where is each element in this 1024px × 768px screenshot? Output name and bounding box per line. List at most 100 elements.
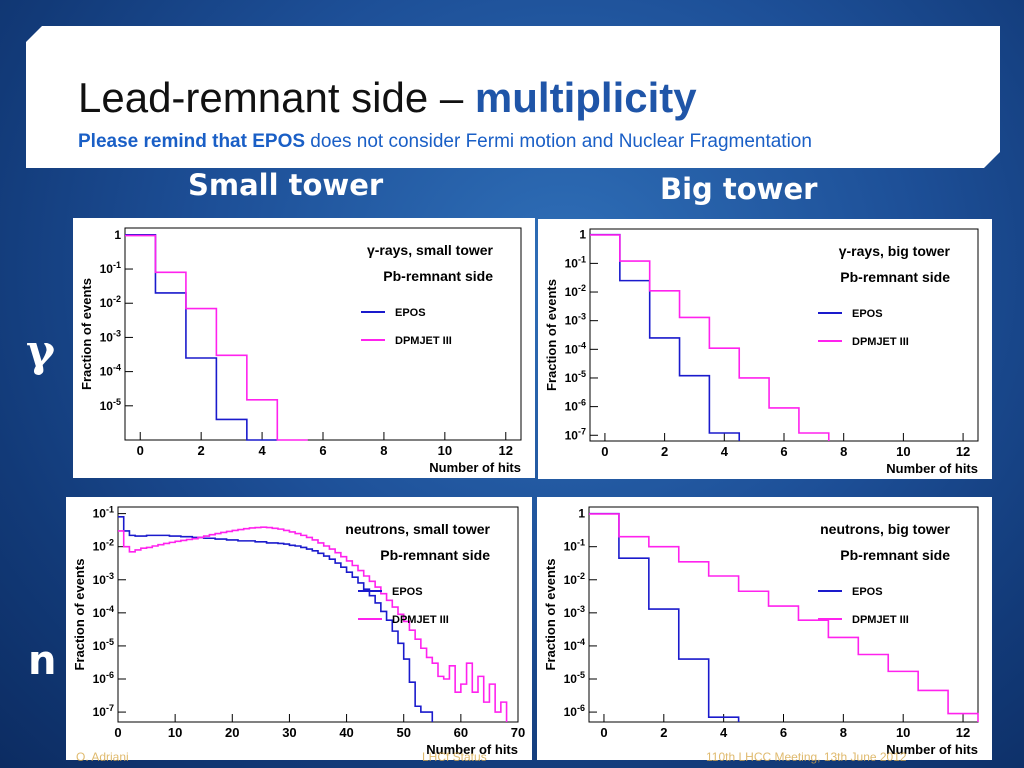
y-tick-label: 10-4 (100, 363, 121, 379)
x-tick-label: 40 (339, 725, 353, 740)
legend-entry: EPOS (852, 308, 883, 320)
x-tick-label: 12 (956, 444, 970, 459)
y-tick-label: 10-4 (93, 604, 114, 620)
x-tick-label: 2 (660, 725, 667, 740)
y-tick-label: 10-1 (100, 260, 121, 276)
x-tick-label: 20 (225, 725, 239, 740)
x-tick-label: 4 (721, 444, 729, 459)
x-tick-label: 2 (661, 444, 668, 459)
y-tick-label: 10-6 (565, 398, 586, 414)
title-accent: multiplicity (474, 74, 697, 121)
y-tick-label: 10-3 (100, 328, 121, 344)
y-tick-label: 10-2 (564, 571, 585, 587)
legend-entry: EPOS (852, 586, 883, 598)
x-tick-label: 0 (601, 444, 608, 459)
chart-panel-neutron-big: 0 2 4 6 8 10 12 1 10-1 10-2 10-3 10-4 10-5 10-6 Number… (537, 497, 992, 760)
chart-title: γ-rays, small tower (367, 242, 494, 258)
chart-panel-gamma-big: 0 2 4 6 8 10 12 1 10-1 10-2 10-3 10-4 10-5 10-6 10-7 Nu… (538, 219, 992, 479)
y-tick-label: 10-2 (93, 538, 114, 554)
series-line-epos (590, 233, 741, 441)
x-tick-label: 6 (319, 443, 326, 458)
series-line-epos (589, 512, 740, 722)
x-tick-label: 8 (840, 725, 847, 740)
chart-gamma-big-tower: 0 2 4 6 8 10 12 1 10-1 10-2 10-3 10-4 10-5 10-6 10-7 Nu… (544, 228, 979, 476)
footer-center: LHCf Status (422, 750, 487, 764)
series-line-dpmjet (125, 234, 308, 441)
x-tick-label: 12 (956, 725, 970, 740)
y-tick-label: 10-2 (565, 283, 586, 299)
y-axis-label: Fraction of events (544, 279, 559, 391)
x-axis-label: Number of hits (426, 742, 518, 757)
x-tick-label: 10 (896, 725, 910, 740)
y-axis-label: Fraction of events (72, 559, 87, 671)
column-heading-big-tower: Big tower (660, 172, 818, 206)
x-tick-label: 2 (198, 443, 205, 458)
y-tick-label: 10-6 (564, 703, 585, 719)
y-tick-label: 10-1 (565, 254, 586, 270)
y-tick-label: 10-5 (100, 397, 121, 413)
legend-entry: DPMJET III (852, 614, 909, 626)
y-tick-label: 1 (578, 507, 585, 521)
column-heading-small-tower: Small tower (188, 168, 384, 202)
chart-gamma-small-tower: 0 2 4 6 8 10 12 1 10-1 10-2 10-3 10-4 10-5 Number of … (79, 227, 522, 475)
slide-title: Lead-remnant side – multiplicity (78, 74, 697, 122)
x-tick-label: 6 (780, 444, 787, 459)
x-tick-label: 8 (840, 444, 847, 459)
legend-entry: EPOS (395, 307, 426, 319)
title-card (26, 26, 1000, 168)
row-label-gamma: γ (26, 326, 56, 377)
chart-panel-neutron-small: 0 10 20 30 40 50 60 70 10-1 10-2 10-3 10-4 10-5 10-6 1… (66, 497, 532, 760)
x-tick-label: 60 (454, 725, 468, 740)
x-tick-label: 6 (780, 725, 787, 740)
y-tick-label: 10-4 (565, 340, 586, 356)
chart-subtitle: Pb-remnant side (380, 547, 490, 563)
chart-subtitle: Pb-remnant side (383, 268, 493, 284)
subtitle-rest: does not consider Fermi motion and Nucle… (305, 131, 812, 152)
chart-title: γ-rays, big tower (839, 243, 951, 259)
x-tick-label: 8 (380, 443, 387, 458)
series-line-dpmjet (118, 526, 508, 722)
y-tick-label: 10-5 (93, 637, 114, 653)
x-tick-label: 0 (600, 725, 607, 740)
subtitle-bold: Please remind that EPOS (78, 131, 306, 152)
row-label-neutron: n (28, 638, 57, 684)
x-tick-label: 10 (168, 725, 182, 740)
y-axis-label: Fraction of events (543, 559, 558, 671)
plot-frame (124, 227, 522, 441)
y-tick-label: 10-5 (564, 670, 585, 686)
y-tick-label: 10-3 (565, 312, 586, 328)
chart-title: neutrons, small tower (345, 521, 490, 537)
series-line-dpmjet (589, 513, 979, 722)
x-tick-label: 4 (720, 725, 728, 740)
x-tick-label: 30 (282, 725, 296, 740)
x-tick-label: 0 (137, 443, 144, 458)
y-tick-label: 10-4 (564, 637, 585, 653)
series-line-dpmjet (590, 234, 830, 441)
chart-neutrons-small-tower: 0 10 20 30 40 50 60 70 10-1 10-2 10-3 10-4 10-5 10-6 1… (72, 505, 525, 757)
y-tick-label: 10-2 (100, 294, 121, 310)
x-axis-label: Number of hits (886, 461, 978, 476)
legend-entry: EPOS (392, 586, 423, 598)
chart-neutrons-big-tower: 0 2 4 6 8 10 12 1 10-1 10-2 10-3 10-4 10-5 10-6 Number… (543, 506, 979, 757)
plot-frame (117, 506, 519, 723)
chart-panel-gamma-small: 0 2 4 6 8 10 12 1 10-1 10-2 10-3 10-4 10-5 Number of … (73, 218, 535, 478)
y-tick-label: 10-5 (565, 369, 586, 385)
y-tick-label: 10-3 (564, 604, 585, 620)
y-tick-label: 10-1 (93, 505, 114, 521)
y-tick-label: 10-3 (93, 571, 114, 587)
y-tick-label: 10-6 (93, 670, 114, 686)
legend-entry: DPMJET III (852, 336, 909, 348)
x-tick-label: 70 (511, 725, 525, 740)
x-axis-label: Number of hits (429, 460, 521, 475)
x-tick-label: 10 (438, 443, 452, 458)
y-tick-label: 10-7 (93, 703, 114, 719)
title-main: Lead-remnant side – (78, 74, 475, 121)
legend-entry: DPMJET III (392, 614, 449, 626)
y-tick-label: 1 (114, 228, 121, 242)
x-tick-label: 0 (114, 725, 121, 740)
y-tick-label: 10-1 (564, 538, 585, 554)
chart-title: neutrons, big tower (820, 521, 950, 537)
footer-meeting: 110th LHCC Meeting, 13th June 2012 (706, 750, 907, 764)
y-axis-label: Fraction of events (79, 278, 94, 390)
series-line-epos (125, 234, 278, 441)
